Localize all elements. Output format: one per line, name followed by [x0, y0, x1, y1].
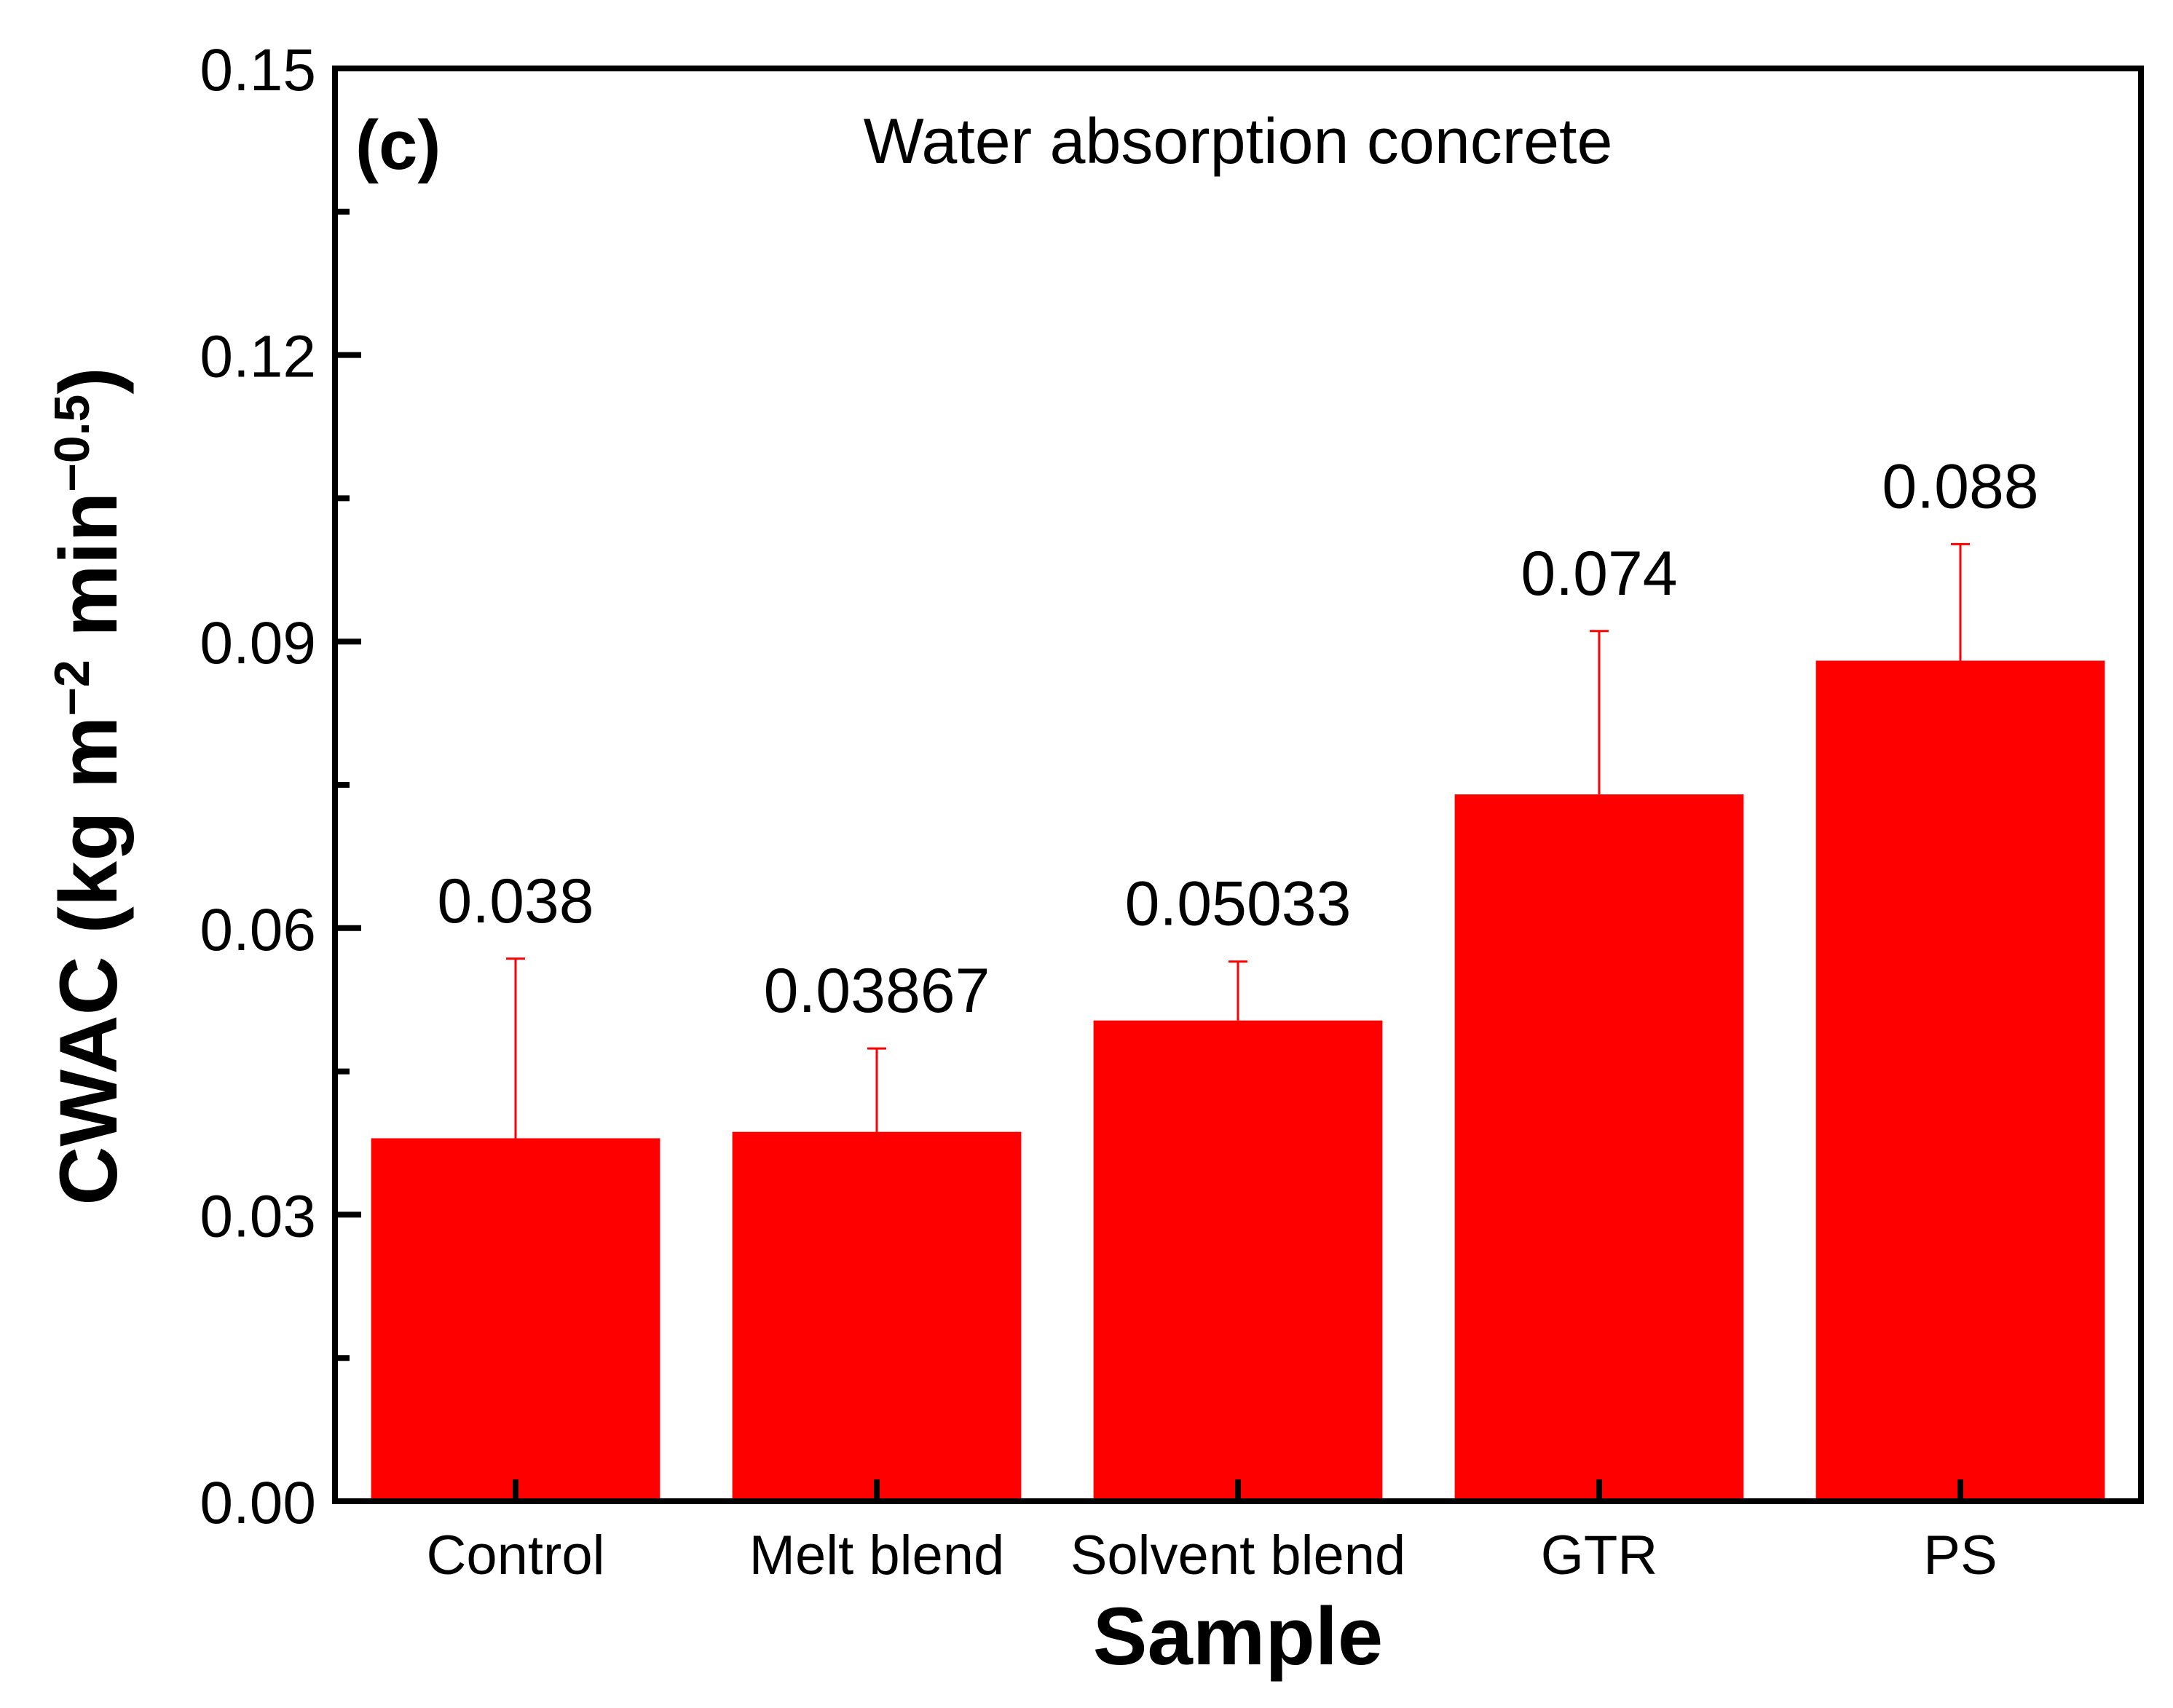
y-axis-title-mid: min	[43, 492, 134, 660]
x-tick-label-2: Melt blend	[749, 1525, 1005, 1586]
x-tick-label-5: PS	[1923, 1525, 1997, 1586]
error-bars-layer	[506, 542, 1970, 1139]
y-axis-title-sup2: −0.5	[44, 395, 100, 492]
bars-layer	[371, 660, 2105, 1502]
value-label-3: 0.05033	[1125, 869, 1352, 939]
value-label-4: 0.074	[1521, 539, 1677, 609]
y-tick-label-6: 0.15	[200, 37, 316, 103]
y-axis-ticks: 0.00 0.03 0.06 0.09 0.12 0.15	[200, 37, 361, 1536]
y-axis-title-end: )	[43, 367, 134, 394]
value-label-5: 0.088	[1882, 451, 2038, 521]
y-axis-title-base: CWAC (kg m	[43, 716, 134, 1206]
y-tick-label-4: 0.09	[200, 610, 316, 676]
x-tick-label-1: Control	[427, 1525, 605, 1586]
value-label-1: 0.038	[437, 866, 593, 936]
y-tick-label-2: 0.03	[200, 1183, 316, 1249]
bar-4	[1454, 794, 1744, 1501]
x-tick-label-4: GTR	[1541, 1525, 1657, 1586]
y-tick-label-1: 0.00	[200, 1470, 316, 1536]
x-axis-title: Sample	[1093, 1591, 1383, 1682]
x-tick-label-3: Solvent blend	[1070, 1525, 1406, 1586]
x-axis-ticks: Control Melt blend Solvent blend GTR PS	[427, 1479, 1997, 1586]
bar-5	[1815, 660, 2105, 1502]
value-label-2: 0.03867	[764, 956, 990, 1026]
value-labels-layer: 0.038 0.03867 0.05033 0.074 0.088	[437, 451, 2038, 1026]
bar-1	[371, 1138, 660, 1501]
bar-2	[732, 1131, 1022, 1501]
panel-label: (c)	[355, 106, 441, 184]
bar-3	[1093, 1020, 1383, 1501]
plot-frame	[332, 66, 2144, 1504]
y-axis-title: CWAC (kg m−2 min−0.5)	[43, 367, 134, 1205]
y-axis-title-sup1: −2	[44, 660, 100, 716]
y-tick-label-3: 0.06	[200, 897, 316, 963]
y-tick-label-5: 0.12	[200, 324, 316, 390]
chart-title: Water absorption concrete	[864, 105, 1613, 177]
